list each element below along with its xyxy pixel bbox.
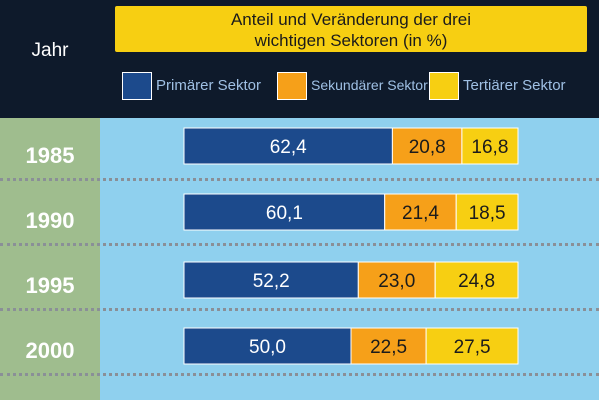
bar-segment-secondary-1995 bbox=[357, 261, 436, 299]
bar-label-tertiary-1990: 18,5 bbox=[469, 203, 506, 224]
bar-label-secondary-2000: 22,5 bbox=[370, 337, 407, 358]
bar-segment-secondary-2000 bbox=[350, 327, 427, 365]
legend-swatch-tertiary bbox=[429, 72, 459, 100]
bar-label-secondary-1985: 20,8 bbox=[409, 137, 446, 158]
row-divider bbox=[0, 308, 599, 311]
bar-label-primary-1995: 52,2 bbox=[253, 271, 290, 292]
bar-segment-tertiary-2000 bbox=[425, 327, 519, 365]
bar-label-secondary-1990: 21,4 bbox=[402, 203, 439, 224]
bar-segment-primary-2000 bbox=[183, 327, 352, 365]
legend-label-primary: Primärer Sektor bbox=[156, 77, 262, 94]
legend-label-secondary: Sekundärer Sektor bbox=[311, 77, 428, 93]
bar-label-secondary-1995: 23,0 bbox=[378, 271, 415, 292]
row-divider bbox=[0, 178, 599, 181]
row-divider bbox=[0, 243, 599, 246]
bar-segment-tertiary-1990 bbox=[455, 193, 519, 231]
legend-swatch-primary bbox=[122, 72, 152, 100]
bar-segment-secondary-1990 bbox=[384, 193, 457, 231]
bar-segment-tertiary-1985 bbox=[461, 127, 519, 165]
chart-title-line-1: Anteil und Veränderung der drei bbox=[230, 10, 472, 29]
bar-label-tertiary-1995: 24,8 bbox=[458, 271, 495, 292]
bar-label-primary-1990: 60,1 bbox=[266, 203, 303, 224]
chart-title-line-2: wichtigen Sektoren (in %) bbox=[254, 31, 448, 50]
legend: Primärer Sektor Sekundärer Sektor Tertiä… bbox=[100, 62, 599, 110]
row-divider bbox=[0, 373, 599, 376]
bar-segment-primary-1990 bbox=[183, 193, 386, 231]
year-label-1990: 1990 bbox=[25, 208, 75, 233]
year-column bbox=[0, 118, 100, 400]
legend-label-tertiary: Tertiärer Sektor bbox=[463, 77, 566, 94]
bar-segment-primary-1995 bbox=[183, 261, 359, 299]
bar-segment-primary-1985 bbox=[183, 127, 393, 165]
year-column-header: Jahr bbox=[31, 40, 69, 61]
bar-label-tertiary-1985: 16,8 bbox=[471, 137, 508, 158]
year-label-1985: 1985 bbox=[25, 143, 75, 168]
bar-label-tertiary-2000: 27,5 bbox=[454, 337, 491, 358]
chart-title-box: Anteil und Veränderung der drei wichtige… bbox=[115, 6, 587, 52]
bar-segment-secondary-1985 bbox=[391, 127, 463, 165]
legend-swatch-secondary bbox=[277, 72, 307, 100]
bar-label-primary-1985: 62,4 bbox=[270, 137, 307, 158]
year-label-1995: 1995 bbox=[25, 273, 75, 298]
bar-segment-tertiary-1995 bbox=[434, 261, 519, 299]
year-label-2000: 2000 bbox=[25, 338, 75, 363]
bar-label-primary-2000: 50,0 bbox=[249, 337, 286, 358]
